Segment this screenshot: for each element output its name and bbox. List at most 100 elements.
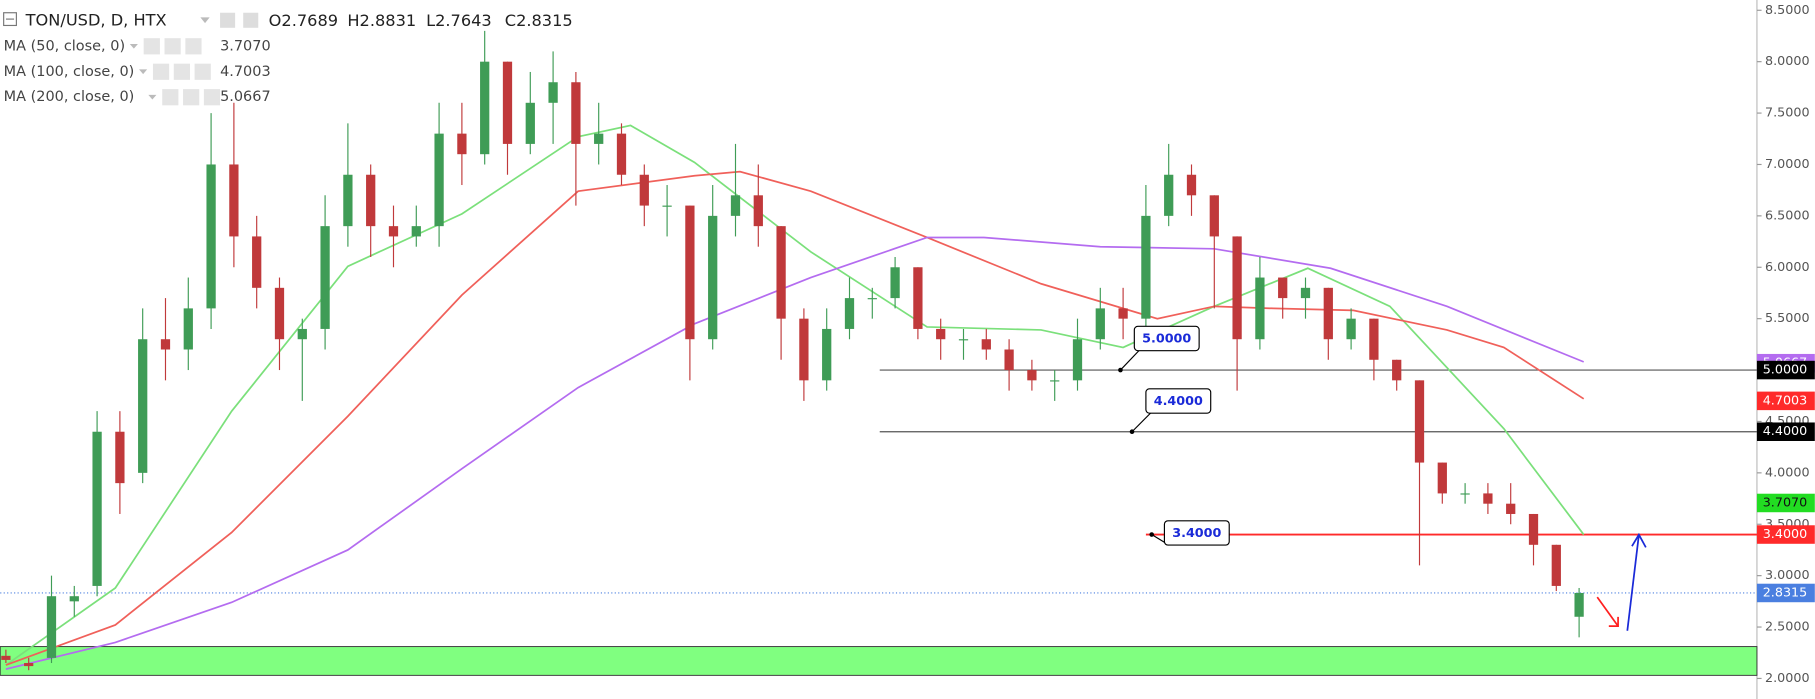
candle-body [981, 339, 991, 350]
legend-icon [203, 89, 221, 106]
dropdown-icon [200, 17, 210, 24]
candle-body [594, 133, 604, 144]
ohlc-item: O2.7689 [269, 10, 338, 29]
candle-body [1027, 370, 1037, 381]
price-badge-label: 5.0000 [1763, 363, 1808, 378]
ohlc-item: H2.8831 [347, 10, 416, 29]
y-tick-label: 2.5000 [1765, 620, 1810, 635]
legend-icon [164, 38, 181, 55]
candle-body [958, 339, 969, 341]
candle-body [936, 328, 946, 340]
candle-body [388, 226, 399, 237]
callout-anchor [1118, 367, 1123, 373]
y-tick-label: 6.5000 [1765, 208, 1810, 223]
ohlc-item: C2.8315 [505, 10, 573, 29]
candle-body [138, 339, 148, 473]
candle-body [1323, 287, 1333, 340]
candle-body [1209, 195, 1219, 237]
candle-body [1118, 308, 1128, 319]
settings-icon [243, 12, 259, 28]
price-badge-label: 3.4000 [1763, 527, 1808, 542]
candle-body [639, 174, 649, 206]
candle-body [252, 236, 262, 288]
red-arrow-head [1608, 616, 1619, 627]
candle-body [183, 308, 193, 350]
candle-body [320, 226, 330, 329]
settings-icon [220, 12, 236, 28]
ohlc-key: C [505, 10, 516, 29]
candle-body [1551, 544, 1561, 586]
candle-body [753, 195, 763, 227]
price-badge [1756, 583, 1815, 603]
candle-body [434, 133, 444, 227]
ohlc-key: L [426, 10, 435, 29]
y-tick-label: 7.0000 [1765, 157, 1810, 172]
callout-anchor [1149, 532, 1155, 537]
ohlc-value: 2.8315 [516, 10, 573, 29]
candle-body [1232, 236, 1242, 340]
candle-body [1414, 380, 1425, 463]
callout-pointer [1131, 412, 1151, 433]
candle-body [343, 174, 353, 227]
candle-body [662, 205, 672, 207]
ma-line [5, 124, 1585, 666]
candle-body [525, 102, 535, 144]
candle-body [502, 61, 513, 144]
header: TON/USD, D, HTX O2.7689 H2.8831 L2.7643 C2.… [3, 10, 573, 29]
candle-body [1164, 174, 1174, 216]
candle-body [1, 655, 11, 660]
legend-name: MA (100, close, 0) [4, 64, 135, 80]
ohlc-key: H [347, 10, 359, 29]
legend-icon [185, 38, 202, 55]
candle-body [1574, 592, 1584, 617]
candle-body [457, 133, 467, 155]
candle-body [24, 663, 34, 667]
callout-box [1163, 520, 1230, 546]
price-badge-label: 2.8315 [1763, 585, 1808, 600]
price-badge-label: 4.4000 [1763, 424, 1808, 439]
symbol: TON/USD, D, HTX [25, 10, 167, 29]
candle-body [160, 339, 171, 350]
candle-body [1437, 462, 1447, 494]
y-tick-label: 5.5000 [1765, 311, 1810, 326]
candle-body [685, 205, 695, 340]
y-tick-label: 3.0000 [1765, 568, 1810, 583]
y-tick-label: 7.5000 [1765, 106, 1810, 121]
candle-body [229, 164, 239, 237]
price-badge [1756, 525, 1815, 544]
price-badge-label: 4.7003 [1763, 393, 1808, 408]
candle-body [1278, 277, 1288, 299]
callout-anchor [1129, 429, 1135, 435]
legend-name: MA (200, close, 0) [4, 89, 135, 105]
candle-body [297, 328, 307, 340]
legend-value: 5.0667 [220, 89, 271, 105]
y-tick-label: 8.5000 [1765, 3, 1810, 18]
candle-body [115, 431, 125, 484]
candle-body [776, 226, 786, 319]
candle-body [616, 133, 627, 175]
legend-icon [162, 89, 179, 106]
dropdown-icon [129, 43, 138, 49]
candle-body [69, 596, 79, 602]
legend-icon [143, 38, 160, 55]
candle-body [1141, 215, 1151, 319]
candle-body [274, 287, 285, 340]
y-tick-label: 6.0000 [1765, 260, 1810, 275]
candle-body [1186, 174, 1197, 196]
candle-body [708, 215, 718, 340]
price-badge [1756, 493, 1815, 513]
red-arrow [1596, 596, 1619, 627]
candle-body [1072, 339, 1083, 381]
ohlc-key: O [269, 10, 282, 29]
dropdown-icon [148, 94, 157, 100]
legend-icon [152, 63, 170, 80]
legend-value: 3.7070 [220, 38, 271, 54]
price-badge [1756, 422, 1815, 441]
candle-body [92, 431, 102, 586]
ohlc-value: 2.7689 [281, 10, 338, 29]
legend-icon [173, 63, 190, 80]
candle-body [1255, 277, 1265, 340]
candle-body [1369, 318, 1379, 360]
